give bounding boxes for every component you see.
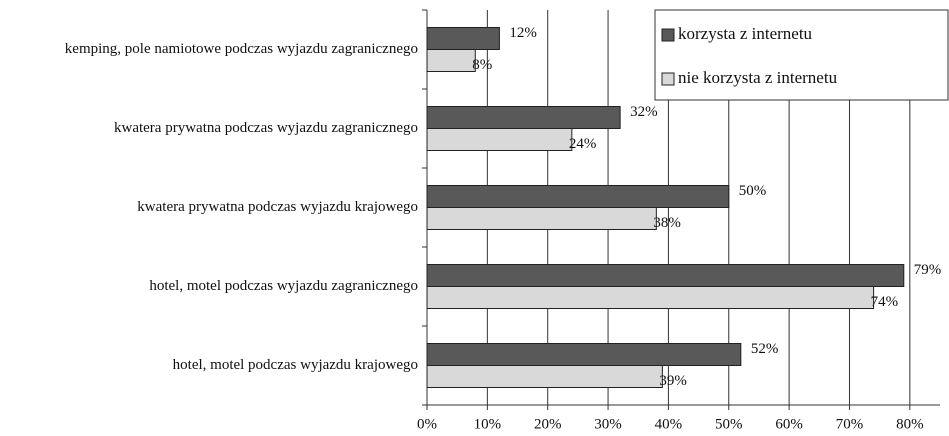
x-tick-label: 80% <box>896 416 924 432</box>
y-tick-label: hotel, motel podczas wyjazdu krajowego <box>173 357 418 373</box>
value-label: 74% <box>871 294 899 310</box>
legend-swatch <box>661 72 675 86</box>
legend-label: korzysta z internetu <box>678 24 813 43</box>
value-label: 79% <box>914 262 942 278</box>
value-label: 8% <box>472 57 492 73</box>
value-label: 38% <box>653 215 681 231</box>
bar <box>426 207 657 230</box>
y-tick-label: hotel, motel podczas wyjazdu zagraniczne… <box>149 278 418 294</box>
x-tick-label: 20% <box>534 416 562 432</box>
bar <box>426 264 905 287</box>
legend-label: nie korzysta z internetu <box>678 68 838 87</box>
bar <box>426 185 730 208</box>
value-label: 32% <box>630 104 658 120</box>
x-tick-label: 30% <box>594 416 622 432</box>
bar <box>426 49 476 72</box>
value-label: 50% <box>739 183 767 199</box>
x-tick-label: 70% <box>836 416 864 432</box>
bar <box>426 343 742 366</box>
bar <box>426 365 663 388</box>
legend-swatch <box>661 28 675 42</box>
y-tick-label: kemping, pole namiotowe podczas wyjazdu … <box>65 41 418 57</box>
x-tick-label: 0% <box>417 416 437 432</box>
value-label: 12% <box>509 25 537 41</box>
bar <box>426 286 875 309</box>
y-tick-label: kwatera prywatna podczas wyjazdu krajowe… <box>137 199 418 215</box>
x-tick-label: 60% <box>775 416 803 432</box>
bar <box>426 27 500 50</box>
value-label: 39% <box>659 373 687 389</box>
x-tick-label: 50% <box>715 416 743 432</box>
x-tick-label: 40% <box>655 416 683 432</box>
value-label: 24% <box>569 136 597 152</box>
y-tick-label: kwatera prywatna podczas wyjazdu zagrani… <box>114 120 418 136</box>
bar <box>426 128 573 151</box>
bar <box>426 106 621 129</box>
x-tick-label: 10% <box>474 416 502 432</box>
value-label: 52% <box>751 341 779 357</box>
legend-box <box>654 9 949 101</box>
